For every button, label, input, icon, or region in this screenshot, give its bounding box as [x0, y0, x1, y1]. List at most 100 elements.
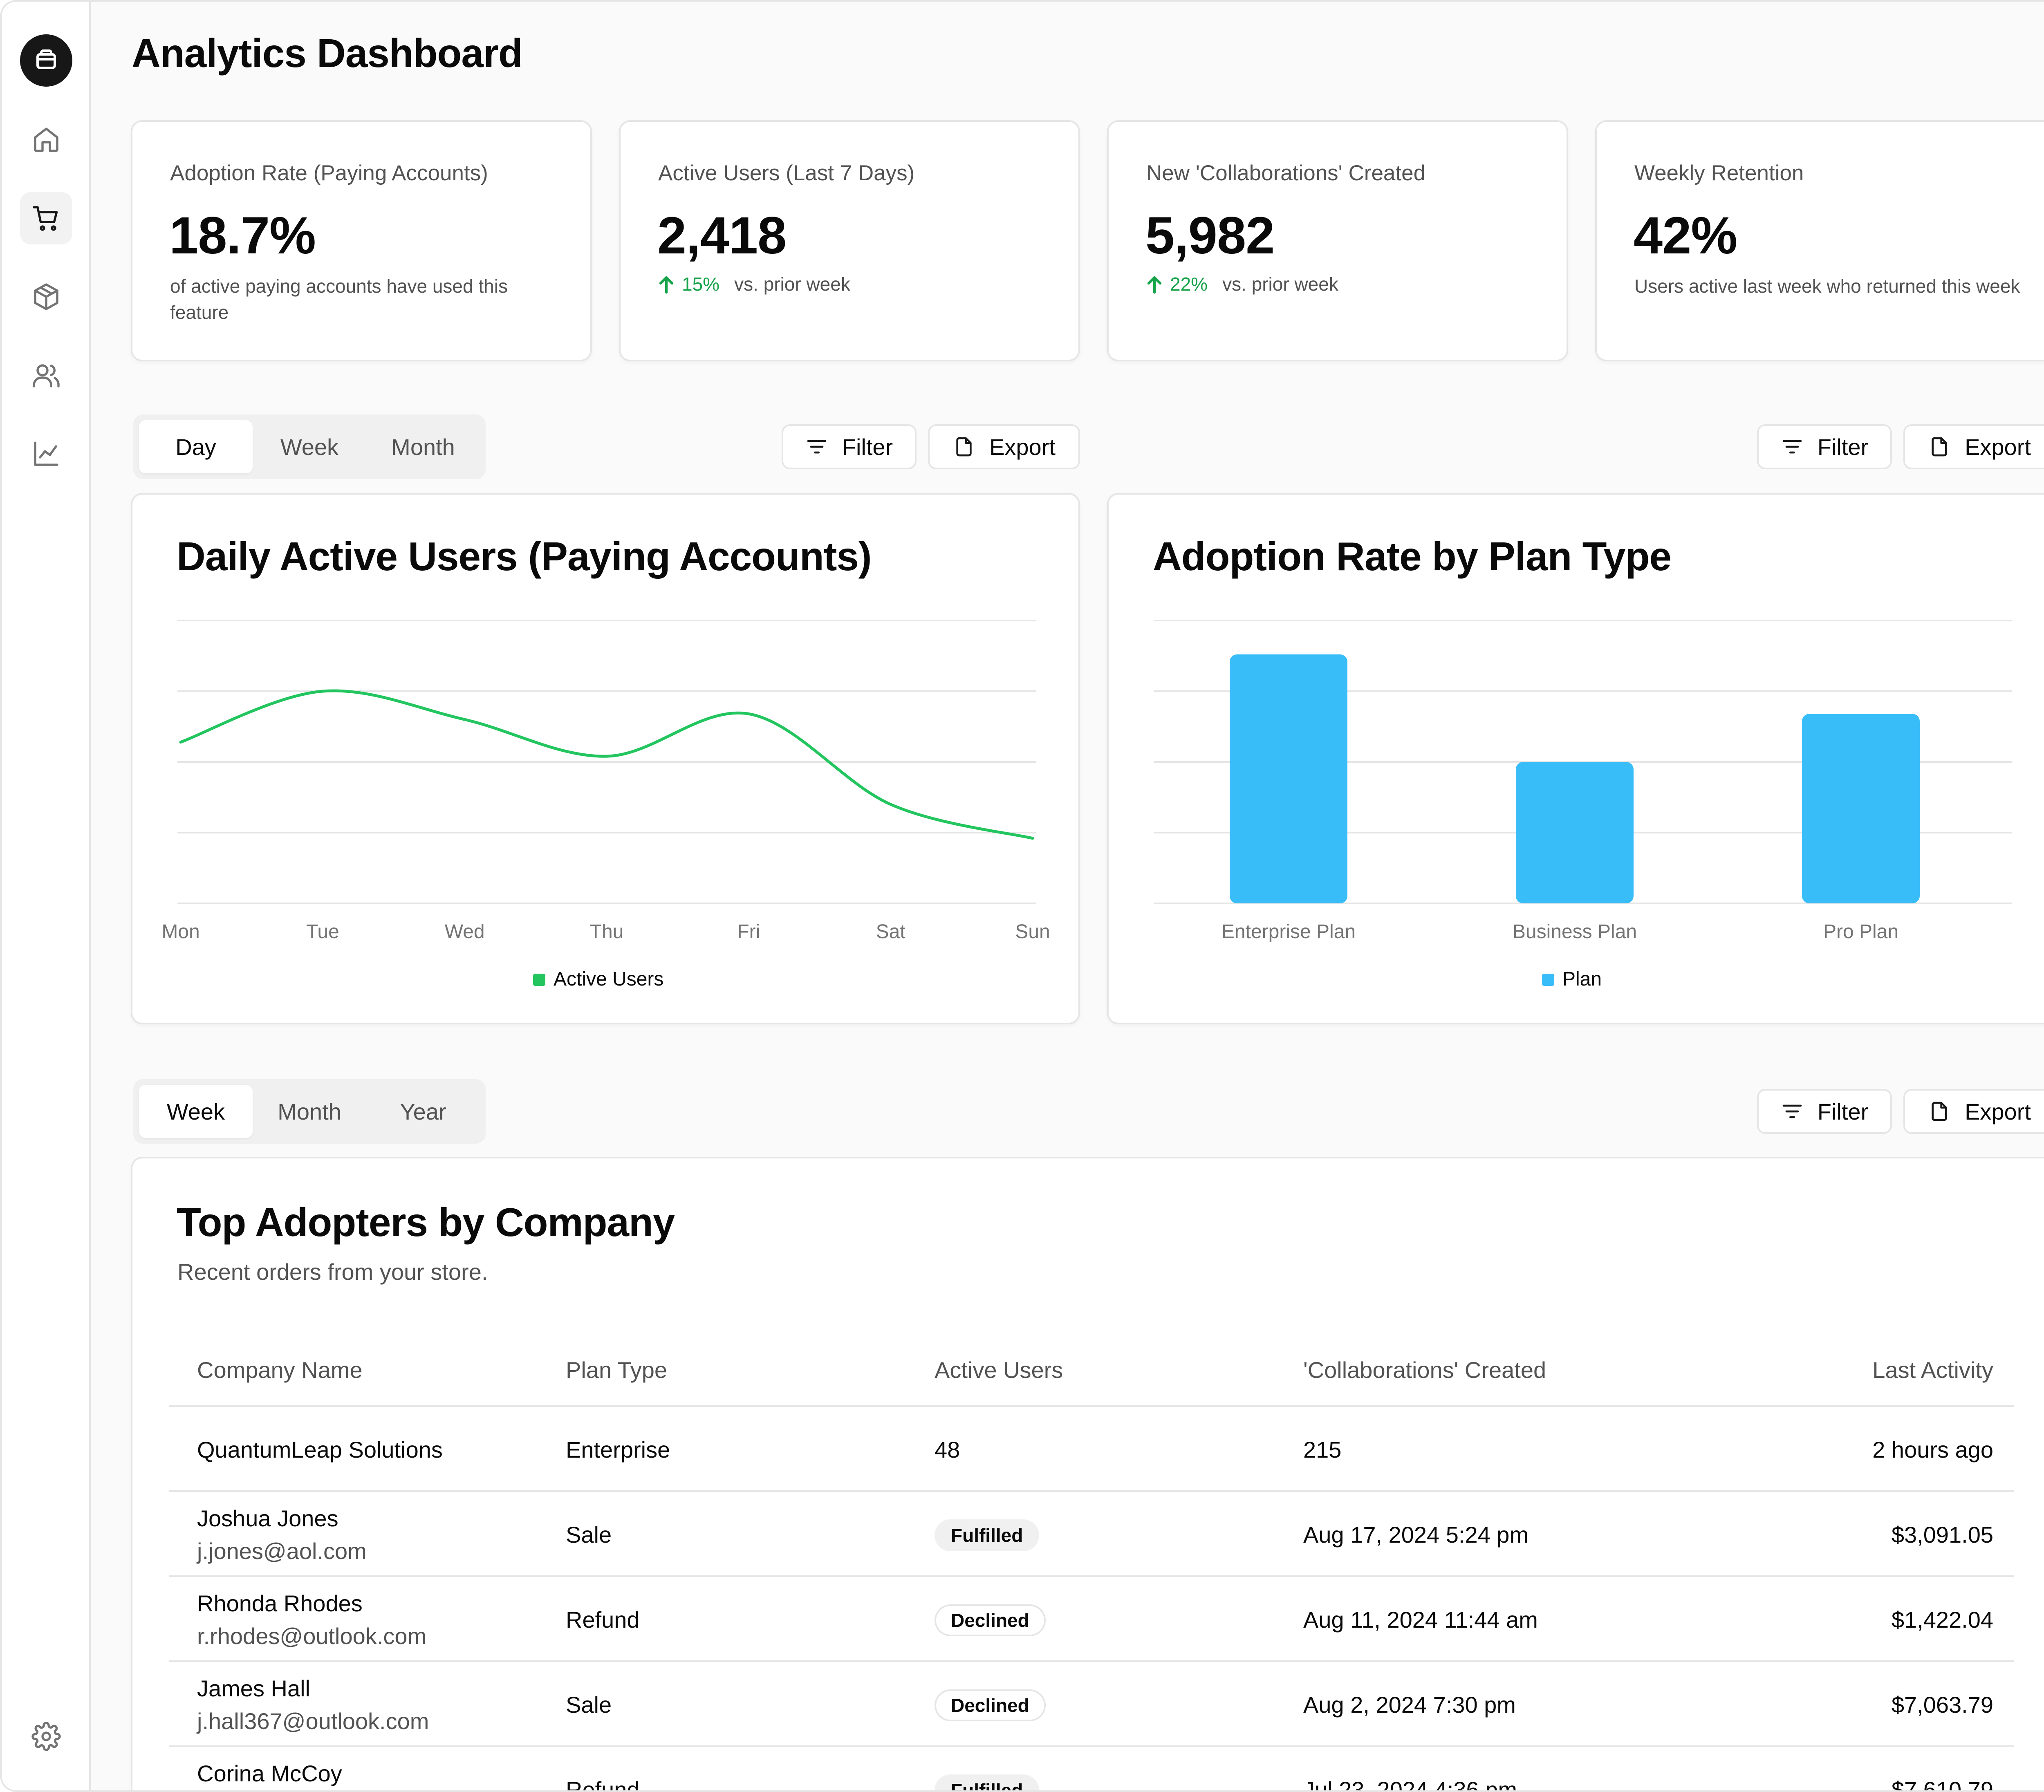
column-header[interactable]: Company Name: [197, 1357, 363, 1383]
collaborations-created: 215: [1303, 1437, 1342, 1463]
kpi-value: 42%: [1634, 206, 1737, 265]
tab-month[interactable]: Month: [391, 434, 455, 460]
filter-label: Filter: [1817, 1098, 1869, 1124]
export-button[interactable]: Export: [1903, 424, 2044, 469]
status-badge: Declined: [935, 1689, 1046, 1721]
filter-button[interactable]: Filter: [782, 424, 917, 469]
file-icon: [1932, 437, 1947, 457]
divider: [169, 1575, 2014, 1577]
table-title: Top Adopters by Company: [177, 1200, 675, 1245]
bar-chart-card: Adoption Rate by Plan Type Enterprise Pl…: [1107, 493, 2044, 1024]
plan-type: Sale: [566, 1692, 612, 1718]
kpi-label: Adoption Rate (Paying Accounts): [170, 161, 488, 185]
kpi-description: Users active last week who returned this…: [1634, 276, 2020, 297]
series-line-active-users: [179, 689, 1034, 840]
kpi-card-active-users: Active Users (Last 7 Days) 2,418 15% vs.…: [619, 120, 1080, 361]
column-header[interactable]: Active Users: [935, 1357, 1063, 1383]
kpi-value: 5,982: [1145, 206, 1275, 265]
plan-type: Sale: [566, 1522, 612, 1548]
customer-email: j.jones@aol.com: [197, 1538, 367, 1564]
tab-day[interactable]: Day: [139, 420, 253, 473]
line-chart-icon[interactable]: [20, 428, 72, 480]
kpi-trend: 22% vs. prior week: [1146, 273, 1338, 295]
filter-label: Filter: [1817, 434, 1869, 460]
plan-type: Refund: [566, 1777, 640, 1792]
x-tick-label: Fri: [737, 921, 760, 943]
bar-business-plan: [1516, 762, 1634, 903]
package-icon[interactable]: [20, 34, 72, 87]
last-activity: $7,610.79: [1891, 1777, 1993, 1792]
status-badge: Fulfilled: [935, 1774, 1040, 1790]
legend-swatch: [533, 974, 545, 986]
users-icon[interactable]: [20, 349, 72, 401]
divider: [169, 1405, 2014, 1407]
customer-name: Joshua Jones: [197, 1505, 338, 1531]
kpi-card-collaborations: New 'Collaborations' Created 5,982 22% v…: [1107, 120, 1568, 361]
last-activity: $3,091.05: [1891, 1522, 1993, 1548]
x-tick-label: Sat: [876, 921, 905, 943]
legend-swatch: [1542, 974, 1554, 986]
arrow-up-icon: [659, 276, 674, 294]
bar-enterprise-plan: [1230, 654, 1347, 903]
box-icon[interactable]: [20, 271, 72, 323]
kpi-label: Active Users (Last 7 Days): [658, 161, 915, 185]
legend: Active Users: [533, 968, 663, 990]
export-label: Export: [1965, 434, 2031, 460]
trend-label: vs. prior week: [1222, 273, 1338, 295]
chart-title: Adoption Rate by Plan Type: [1153, 534, 1672, 579]
export-button[interactable]: Export: [1903, 1089, 2044, 1134]
column-header[interactable]: Plan Type: [566, 1357, 668, 1383]
tab-year[interactable]: Year: [400, 1098, 446, 1124]
kpi-card-adoption-rate: Adoption Rate (Paying Accounts) 18.7% of…: [131, 120, 592, 361]
collaborations-created: Aug 17, 2024 5:24 pm: [1303, 1522, 1529, 1548]
table-range-tabs: Week Month Year: [133, 1079, 486, 1144]
x-tick-label: Thu: [590, 921, 624, 943]
trend-percent: 15%: [682, 273, 720, 295]
bar-pro-plan: [1802, 714, 1920, 903]
chart-title: Daily Active Users (Paying Accounts): [177, 534, 872, 579]
home-icon[interactable]: [20, 114, 72, 166]
export-button[interactable]: Export: [928, 424, 1080, 469]
kpi-label: Weekly Retention: [1634, 161, 1804, 185]
gear-icon[interactable]: [20, 1710, 72, 1763]
x-tick-label: Pro Plan: [1823, 921, 1898, 943]
top-adopters-card: Top Adopters by Company Recent orders fr…: [131, 1157, 2044, 1792]
x-tick-label: Business Plan: [1513, 921, 1637, 943]
column-header[interactable]: Last Activity: [1872, 1357, 1993, 1383]
shopping-cart-icon[interactable]: [20, 192, 72, 244]
table-description: Recent orders from your store.: [177, 1259, 488, 1285]
filter-icon: [1782, 440, 1802, 454]
collaborations-created: Aug 11, 2024 11:44 am: [1303, 1607, 1538, 1633]
arrow-up-icon: [1147, 276, 1162, 294]
collaborations-created: Aug 2, 2024 7:30 pm: [1303, 1692, 1516, 1718]
active-users: 48: [935, 1437, 960, 1463]
filter-icon: [1782, 1104, 1802, 1118]
filter-label: Filter: [842, 434, 893, 460]
x-tick-label: Enterprise Plan: [1221, 921, 1356, 943]
kpi-description: of active paying accounts have used this…: [170, 276, 508, 323]
collaborations-created: Jul 23, 2024 4:36 pm: [1303, 1777, 1517, 1792]
status-badge: Declined: [935, 1604, 1046, 1636]
customer-name: Corina McCoy: [197, 1761, 342, 1786]
tab-week[interactable]: Week: [139, 1085, 253, 1138]
trend-label: vs. prior week: [734, 273, 850, 295]
kpi-value: 18.7%: [169, 206, 316, 265]
plan-type: Refund: [566, 1607, 640, 1633]
last-activity: $7,063.79: [1891, 1692, 1993, 1718]
customer-email: r.rhodes@outlook.com: [197, 1623, 427, 1649]
customer-email: j.hall367@outlook.com: [197, 1708, 429, 1734]
export-label: Export: [1965, 1098, 2031, 1124]
filter-button[interactable]: Filter: [1757, 424, 1892, 469]
tab-week[interactable]: Week: [280, 434, 339, 460]
last-activity: 2 hours ago: [1872, 1437, 1993, 1463]
plan-type: Enterprise: [566, 1437, 670, 1463]
column-header[interactable]: 'Collaborations' Created: [1303, 1357, 1546, 1383]
tab-month[interactable]: Month: [278, 1098, 341, 1124]
legend-label: Plan: [1562, 968, 1602, 990]
filter-button[interactable]: Filter: [1757, 1089, 1892, 1134]
kpi-card-weekly-retention: Weekly Retention 42% Users active last w…: [1595, 120, 2044, 361]
filter-icon: [807, 440, 827, 454]
last-activity: $1,422.04: [1891, 1607, 1993, 1633]
trend-percent: 22%: [1170, 273, 1208, 295]
